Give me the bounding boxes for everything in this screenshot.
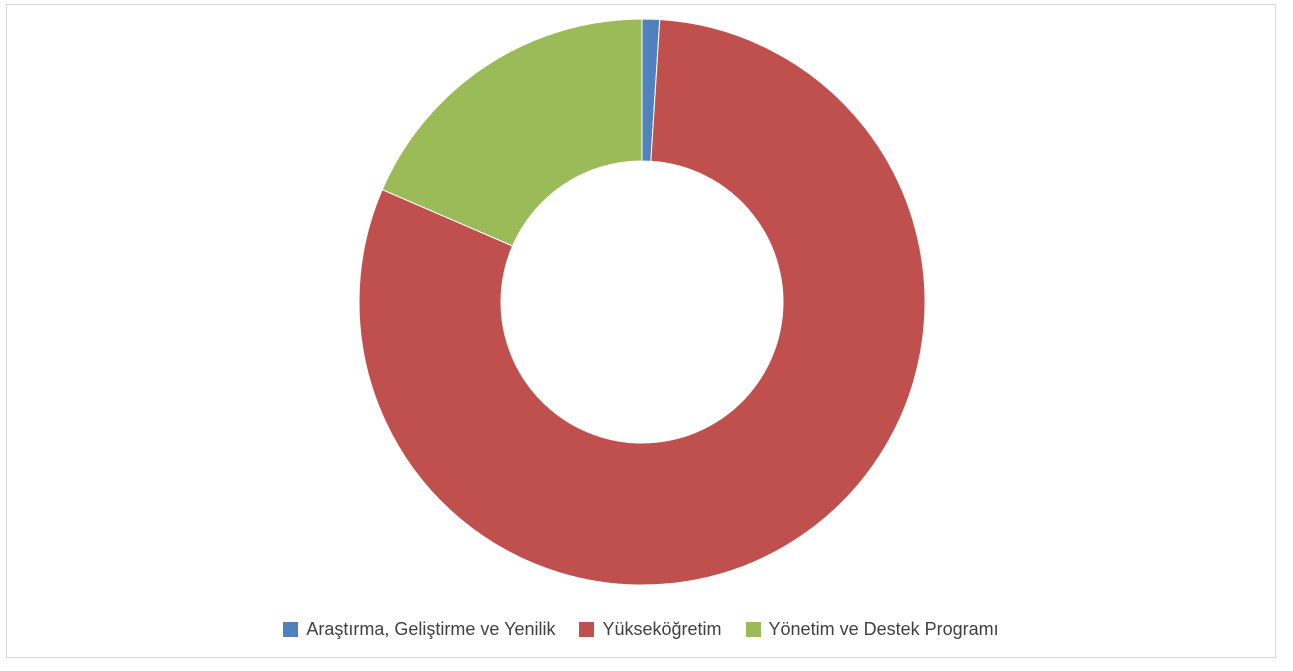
legend-label: Yükseköğretim [602,619,722,639]
donut-chart [358,18,926,586]
legend-swatch [745,622,761,637]
legend: Araştırma, Geliştirme ve Yenilik Yükseköğ… [7,619,1275,640]
legend-item: Yükseköğretim [579,619,722,640]
donut-slice-2 [381,18,643,247]
legend-label: Yönetim ve Destek Programı [768,619,999,639]
legend-swatch [283,622,299,637]
donut-slice-1 [358,19,926,586]
legend-swatch [579,622,595,637]
chart-area: Araştırma, Geliştirme ve Yenilik Yükseköğ… [6,4,1276,658]
legend-item: Yönetim ve Destek Programı [745,619,999,640]
legend-item: Araştırma, Geliştirme ve Yenilik [283,619,555,640]
legend-label: Araştırma, Geliştirme ve Yenilik [306,619,556,639]
